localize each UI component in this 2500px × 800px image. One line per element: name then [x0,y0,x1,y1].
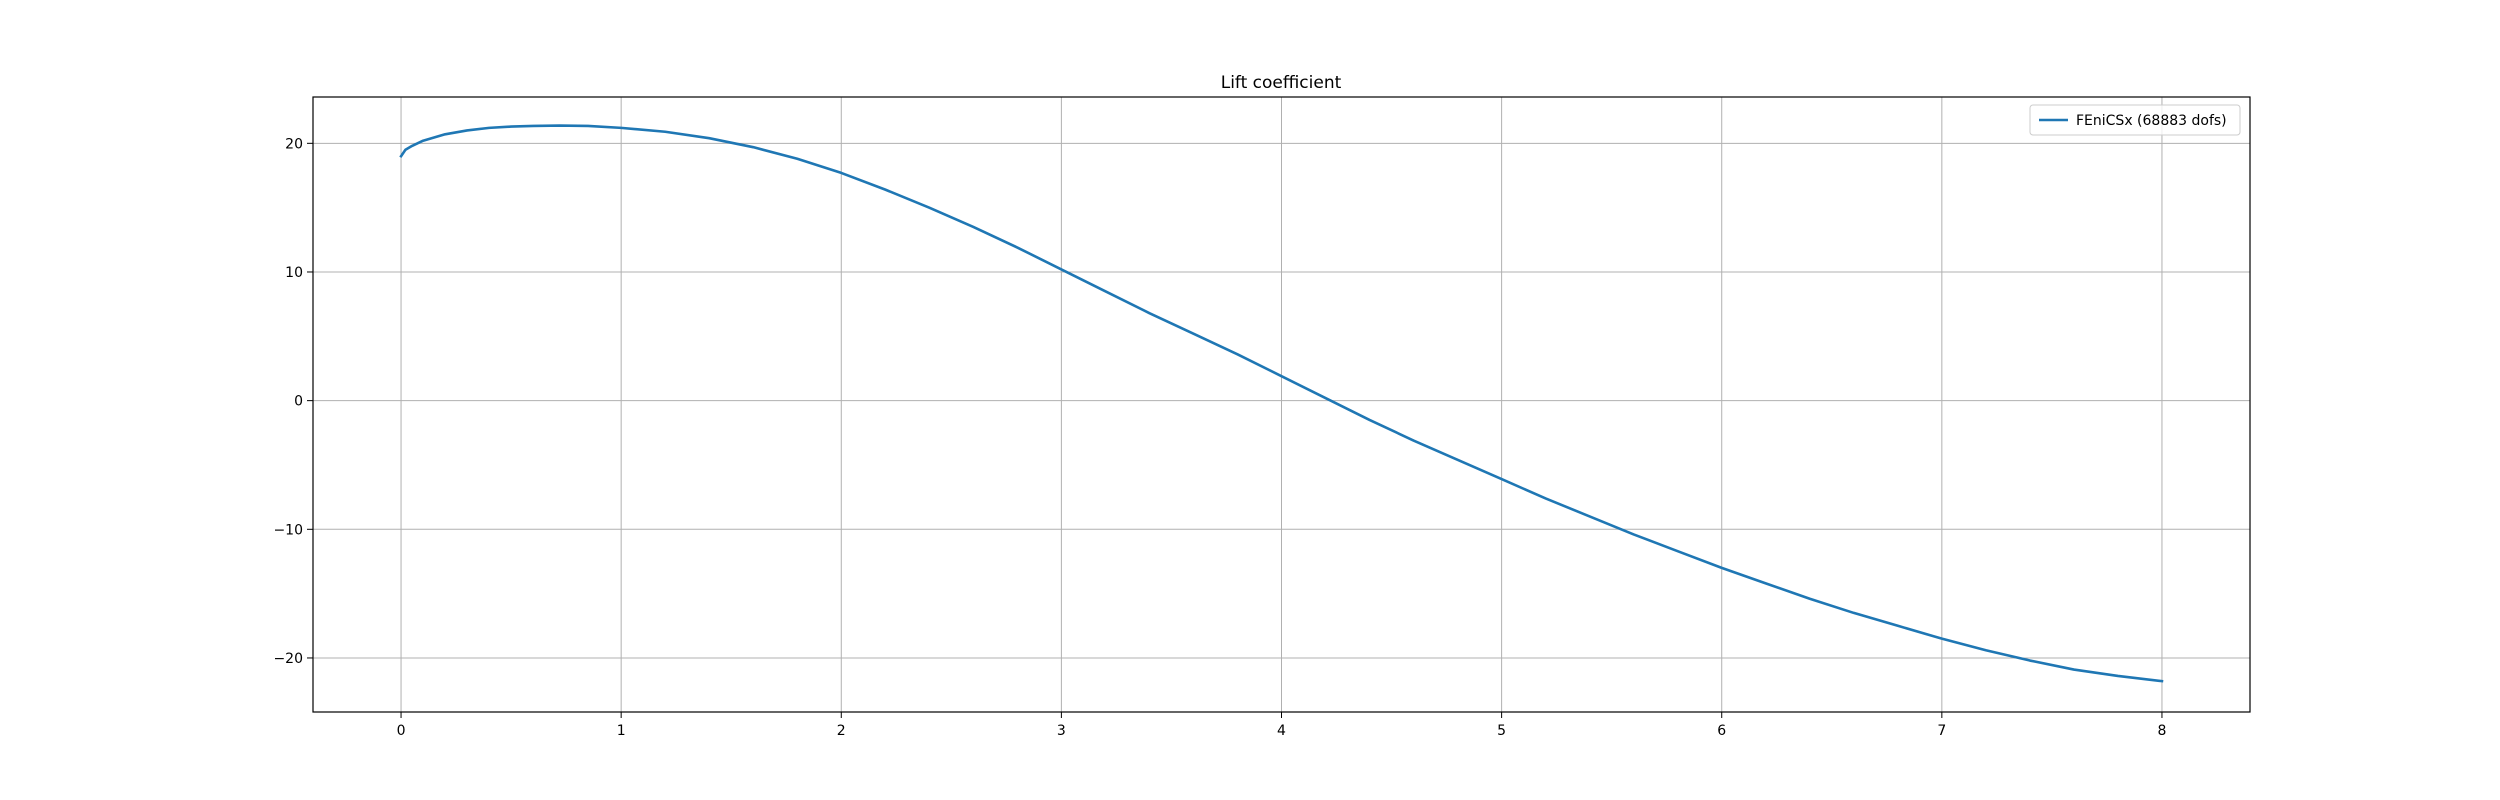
y-tick-label: −20 [273,651,303,667]
series-line [399,124,2164,683]
legend-box [2029,104,2241,136]
x-tick-label: 1 [617,723,626,739]
plot-area [399,124,2164,683]
grid-lines [313,97,2250,712]
x-tick-label: 4 [1277,723,1286,739]
legend: FEniCSx (68883 dofs) [2029,104,2241,136]
axis-ticks: 0 1 2 3 4 5 6 7 8 −20 −10 0 10 20 [273,136,2166,739]
x-tick-label: 5 [1497,723,1506,739]
legend-label: FEniCSx (68883 dofs) [2076,113,2227,129]
y-tick-label: 0 [294,394,303,410]
y-tick-label: −10 [273,522,303,538]
x-tick-label: 8 [2157,723,2166,739]
x-tick-label: 6 [1717,723,1726,739]
y-tick-label: 20 [285,136,303,152]
x-tick-label: 3 [1057,723,1066,739]
y-tick-label: 10 [285,265,303,281]
x-tick-label: 7 [1937,723,1946,739]
chart-title: Lift coefficient [1221,73,1342,93]
x-tick-label: 0 [397,723,406,739]
x-tick-label: 2 [837,723,846,739]
